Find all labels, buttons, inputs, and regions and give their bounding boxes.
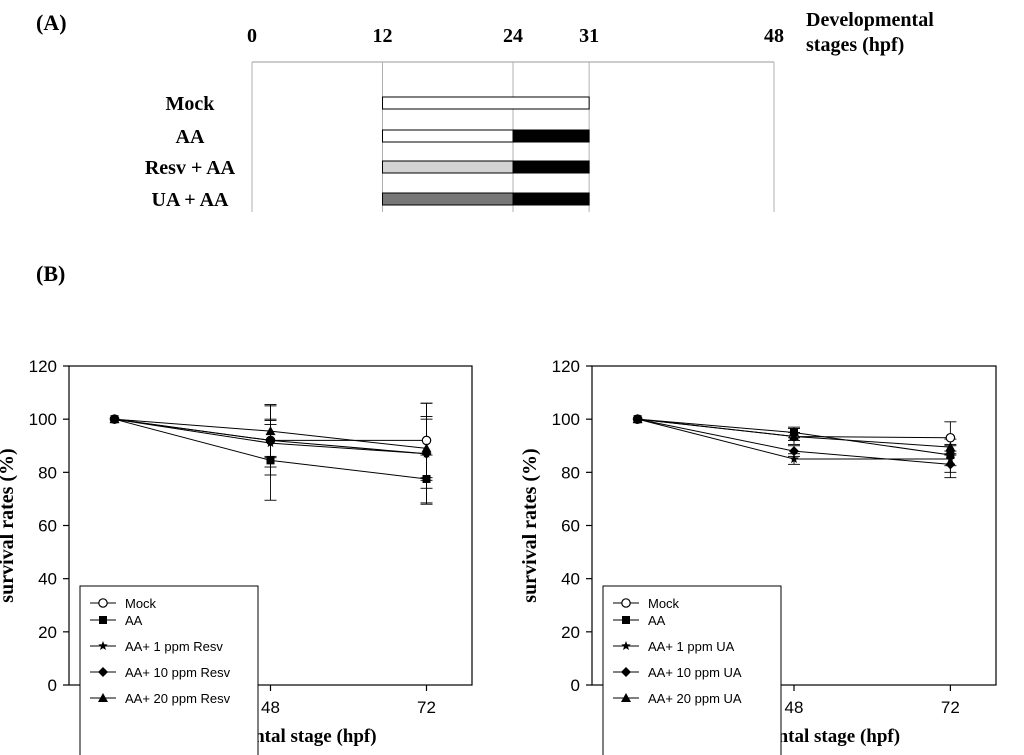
treatment-bar-segment — [512, 129, 590, 143]
y-tick-label: 40 — [38, 570, 57, 589]
data-point-diamond — [789, 446, 799, 457]
y-tick-label: 20 — [38, 623, 57, 642]
y-tick-label: 0 — [48, 676, 57, 695]
treatment-bar-segment — [382, 192, 514, 206]
x-tick-label: 48 — [261, 698, 280, 717]
data-point-triangle — [945, 442, 956, 452]
data-point-square — [622, 616, 630, 624]
y-tick-label: 120 — [552, 357, 580, 376]
legend-box — [79, 585, 259, 755]
data-point-star — [98, 641, 108, 651]
y-axis-title: survival rates (%) — [519, 448, 541, 602]
legend-label: AA+ 1 ppm Resv — [125, 639, 223, 654]
legend-label: Mock — [648, 596, 680, 611]
data-point-star — [789, 454, 799, 464]
data-point-triangle — [789, 431, 799, 441]
treatment-bar-segment — [382, 160, 514, 174]
legend-label: AA+ 1 ppm UA — [648, 639, 735, 654]
y-tick-label: 80 — [561, 463, 580, 482]
data-point-star — [945, 454, 956, 464]
data-point-circle-open — [621, 598, 631, 608]
y-tick-label: 80 — [38, 463, 57, 482]
panel-a-timeline: 0 12 24 31 48 Developmental stages (hpf) Mock AA… — [145, 9, 934, 212]
treatment-bar-segment — [382, 129, 514, 143]
data-point-diamond — [265, 435, 276, 446]
data-point-triangle — [421, 443, 432, 453]
x-tick-label: 48 — [785, 698, 804, 717]
y-tick-label: 20 — [561, 623, 580, 642]
data-point-diamond — [621, 667, 631, 677]
timeline-axis-title: stages (hpf) — [806, 34, 904, 56]
data-point-diamond — [945, 459, 956, 470]
y-tick-label: 40 — [561, 570, 580, 589]
y-tick-label: 0 — [571, 676, 580, 695]
timeline-tick-label: 48 — [764, 25, 784, 47]
x-tick-label: 72 — [941, 698, 960, 717]
data-point-triangle — [265, 426, 276, 436]
timeline-axis-title: Developmental — [806, 9, 934, 31]
panel-a-label: (A) — [36, 10, 67, 35]
y-tick-label: 60 — [561, 517, 580, 536]
timeline-tick-label: 12 — [373, 25, 393, 47]
timeline-tick-label: 0 — [247, 25, 257, 47]
legend-label: AA+ 10 ppm Resv — [125, 665, 231, 680]
survival-chart-resv: 020406080100120244872Developmental stage… — [0, 357, 473, 755]
y-tick-label: 100 — [29, 410, 57, 429]
data-point-circle-open — [421, 435, 432, 446]
treatment-bar-segment — [512, 160, 590, 174]
legend-label: AA+ 20 ppm UA — [648, 691, 742, 706]
treatment-label: Mock — [166, 93, 216, 115]
data-point-triangle — [109, 414, 120, 424]
data-point-triangle — [98, 693, 108, 702]
data-point-square — [422, 474, 431, 483]
legend-label: AA — [648, 613, 666, 628]
treatment-label: UA + AA — [152, 189, 230, 211]
data-point-square — [266, 456, 275, 465]
treatment-label: AA — [176, 126, 205, 148]
y-tick-label: 100 — [552, 410, 580, 429]
legend-label: AA+ 10 ppm UA — [648, 665, 742, 680]
treatment-label: Resv + AA — [145, 157, 236, 179]
data-point-square — [99, 616, 107, 624]
survival-chart-ua: 020406080100120244872Developmental stage… — [519, 357, 997, 755]
timeline-tick-label: 31 — [579, 25, 599, 47]
legend-label: Mock — [125, 596, 157, 611]
y-axis-title: survival rates (%) — [0, 448, 18, 602]
data-point-circle-open — [945, 432, 956, 443]
timeline-tick-label: 24 — [503, 25, 523, 47]
panel-b-label: (B) — [36, 261, 65, 286]
x-tick-label: 72 — [417, 698, 436, 717]
legend-label: AA+ 20 ppm Resv — [125, 691, 231, 706]
y-tick-label: 60 — [38, 517, 57, 536]
y-tick-label: 120 — [29, 357, 57, 376]
treatment-bar-segment — [382, 96, 590, 110]
legend-label: AA — [125, 613, 143, 628]
data-point-diamond — [98, 667, 108, 677]
data-point-star — [621, 641, 631, 651]
data-point-triangle — [621, 693, 631, 702]
legend-box — [602, 585, 782, 755]
data-point-triangle — [632, 414, 643, 424]
data-point-circle-open — [98, 598, 108, 608]
treatment-bar-segment — [512, 192, 590, 206]
